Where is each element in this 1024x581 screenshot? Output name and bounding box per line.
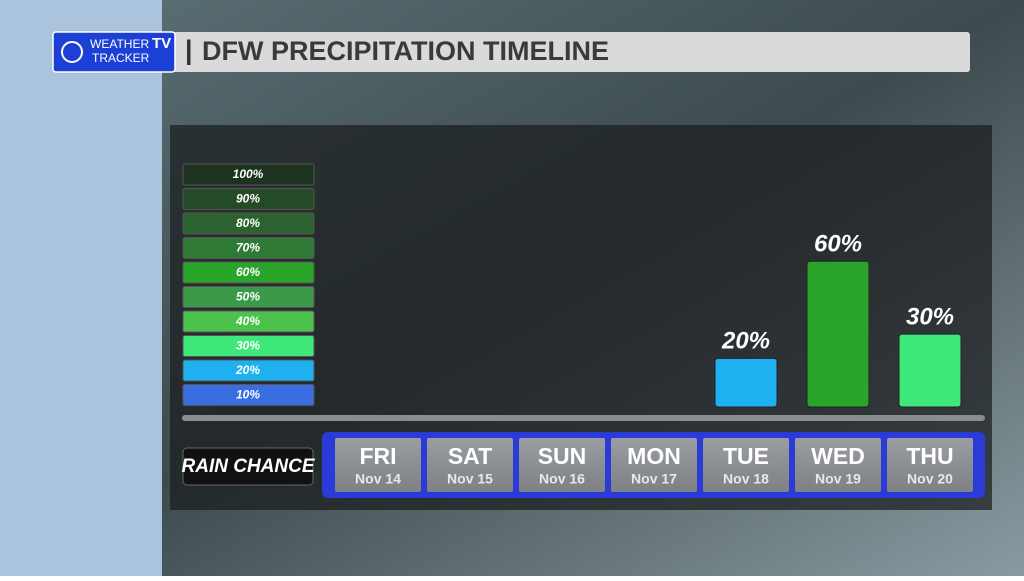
scale-swatch xyxy=(182,286,315,308)
scale-swatch xyxy=(182,188,315,210)
scale-label: 100% xyxy=(233,167,264,181)
x-tick-label: MON xyxy=(627,443,681,469)
scale-swatch xyxy=(182,212,315,235)
scale-label: 20% xyxy=(235,363,260,377)
row-label-box xyxy=(182,447,314,486)
scale-swatch xyxy=(182,310,315,333)
logo xyxy=(52,31,176,73)
scale-swatch xyxy=(182,261,315,284)
x-tick-label: SAT xyxy=(448,443,492,469)
day-cell xyxy=(795,438,881,492)
x-tick-label: WED xyxy=(811,443,865,469)
day-cell xyxy=(611,438,697,492)
x-tick-date: Nov 20 xyxy=(907,471,953,487)
x-tick-date: Nov 18 xyxy=(723,471,769,487)
bar xyxy=(806,260,870,408)
value-label: 20% xyxy=(721,328,770,355)
value-label: 60% xyxy=(814,231,862,258)
scale-swatch xyxy=(182,335,315,357)
logo-badge: TV xyxy=(152,35,171,52)
side-stripe xyxy=(0,0,162,576)
x-tick-label: SUN xyxy=(538,443,587,469)
x-tick-label: THU xyxy=(906,443,953,469)
x-tick-date: Nov 16 xyxy=(539,471,585,487)
scale-swatch xyxy=(182,163,315,186)
day-cell xyxy=(519,438,605,492)
bar xyxy=(714,357,778,408)
scale-label: 70% xyxy=(236,241,260,255)
x-tick-date: Nov 17 xyxy=(631,471,677,487)
x-tick-label: FRI xyxy=(359,443,396,469)
scale-label: 80% xyxy=(236,216,260,230)
bar xyxy=(898,333,962,408)
logo-icon xyxy=(61,41,83,63)
day-cell xyxy=(427,438,513,492)
scale-label: 50% xyxy=(236,290,260,304)
row-label: RAIN CHANCE xyxy=(182,456,316,477)
logo-line1: WEATHER xyxy=(90,37,149,51)
title-divider: | xyxy=(185,35,193,65)
scale-label: 30% xyxy=(236,339,260,353)
x-tick-label: TUE xyxy=(723,443,769,469)
scale-label: 40% xyxy=(235,314,260,328)
scale-swatch xyxy=(182,384,315,406)
chart-title: DFW PRECIPITATION TIMELINE xyxy=(202,36,609,66)
x-tick-date: Nov 14 xyxy=(355,471,401,487)
logo-line2: TRACKER xyxy=(92,51,150,65)
title-bar xyxy=(55,32,970,72)
value-label: 30% xyxy=(906,303,954,330)
day-cell xyxy=(335,438,421,492)
day-cell xyxy=(887,438,973,492)
scale-label: 60% xyxy=(236,265,260,279)
scale-swatch xyxy=(182,237,315,259)
scale-label: 10% xyxy=(236,388,260,402)
scale-swatch xyxy=(182,359,315,382)
x-tick-date: Nov 15 xyxy=(447,471,493,487)
x-tick-date: Nov 19 xyxy=(815,471,861,487)
baseline xyxy=(182,415,985,421)
day-cell xyxy=(703,438,789,492)
scale-label: 90% xyxy=(236,192,260,206)
